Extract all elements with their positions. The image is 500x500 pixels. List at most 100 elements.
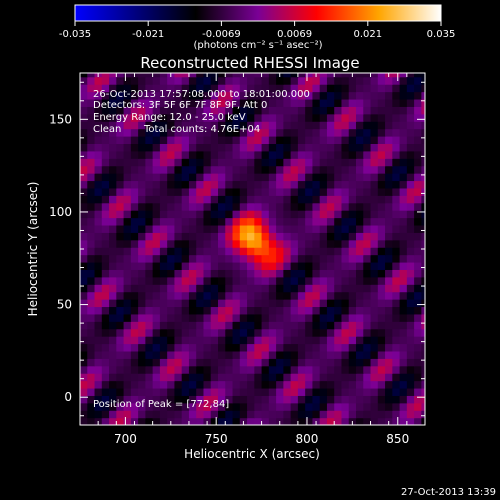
heatmap-cell [319,187,328,196]
heatmap-cell [218,365,226,374]
heatmap-cell [123,380,132,389]
heatmap-cell [421,73,425,78]
heatmap-cell [254,202,263,211]
heatmap-cell [159,239,168,248]
heatmap-cell [326,306,335,315]
heatmap-cell [196,358,205,367]
heatmap-cell [101,165,110,174]
heatmap-cell [174,73,183,78]
heatmap-cell [254,276,263,285]
heatmap-cell [167,232,176,241]
heatmap-cell [341,276,350,285]
heatmap-cell [152,350,161,359]
heatmap-cell [181,291,190,300]
heatmap-cell [363,358,372,367]
heatmap-cell [210,173,219,182]
heatmap-cell [218,380,226,389]
heatmap-cell [87,224,96,233]
heatmap-cell [152,210,161,219]
heatmap-cell [152,180,161,189]
heatmap-cell [174,395,183,404]
heatmap-cell [370,350,379,359]
heatmap-cell [326,276,335,285]
heatmap-cell [356,150,364,159]
heatmap-cell [116,380,125,389]
heatmap-cell [130,150,139,159]
time-range-text: 26-Oct-2013 17:57:08.000 to 18:01:00.000 [93,89,310,100]
heatmap-cell [247,380,255,389]
heatmap-cell [268,321,277,330]
heatmap-cell [406,121,415,130]
heatmap-cell [363,402,372,411]
heatmap-cell [116,84,125,93]
heatmap-cell [414,321,422,330]
heatmap-cell [341,410,350,419]
heatmap-cell [356,73,364,78]
heatmap-cell [254,247,263,256]
heatmap-cell [370,321,379,330]
total-counts-text: Total counts: 4.76E+04 [143,124,260,135]
heatmap-cell [87,158,96,167]
heatmap-cell [203,343,212,352]
heatmap-cell [94,350,103,359]
heatmap-cell [385,387,393,396]
heatmap-cell [356,336,364,345]
heatmap-cell [116,158,125,167]
heatmap-cell [348,76,357,85]
heatmap-cell [130,91,139,100]
heatmap-cell [239,158,248,167]
heatmap-cell [290,350,299,359]
heatmap-cell [123,143,132,152]
heatmap-cell [283,269,292,278]
heatmap-cell [225,180,234,189]
heatmap-cell [87,143,96,152]
heatmap-cell [290,291,299,300]
heatmap-cell [116,239,125,248]
heatmap-cell [312,232,321,241]
heatmap-cell [341,173,350,182]
heatmap-cell [312,202,321,211]
heatmap-cell [283,306,292,315]
heatmap-cell [356,195,364,204]
heatmap-cell [341,306,350,315]
heatmap-cell [130,395,139,404]
heatmap-cell [159,276,168,285]
heatmap-cell [188,180,197,189]
heatmap-cell [181,150,190,159]
heatmap-cell [159,121,168,130]
heatmap-cell [348,202,357,211]
heatmap-cell [414,232,422,241]
heatmap-cell [341,358,350,367]
heatmap-cell [254,210,263,219]
heatmap-cell [159,217,168,226]
heatmap-cell [94,306,103,315]
heatmap-cell [406,173,415,182]
heatmap-cell [312,387,321,396]
heatmap-cell [145,395,154,404]
heatmap-cell [319,247,328,256]
heatmap-cell [225,417,234,425]
heatmap-cell [159,321,168,330]
heatmap-cell [363,365,372,374]
heatmap-cell [276,269,284,278]
footer-timestamp: 27-Oct-2013 13:39 [401,487,496,498]
heatmap-cell [167,224,176,233]
heatmap-cell [261,373,270,382]
heatmap-cell [326,210,335,219]
heatmap-cell [268,417,277,425]
heatmap-cell [276,410,284,419]
heatmap-cell [196,165,205,174]
heatmap-cell [377,269,386,278]
heatmap-cell [290,410,299,419]
heatmap-cell [283,143,292,152]
heatmap-cell [80,128,88,137]
heatmap-cell [159,187,168,196]
heatmap-cell [218,113,226,122]
heatmap-cell [225,202,234,211]
heatmap-cell [210,247,219,256]
heatmap-cell [261,150,270,159]
heatmap-cell [305,106,314,115]
heatmap-cell [116,410,125,419]
heatmap-cell [312,210,321,219]
heatmap-cell [283,195,292,204]
